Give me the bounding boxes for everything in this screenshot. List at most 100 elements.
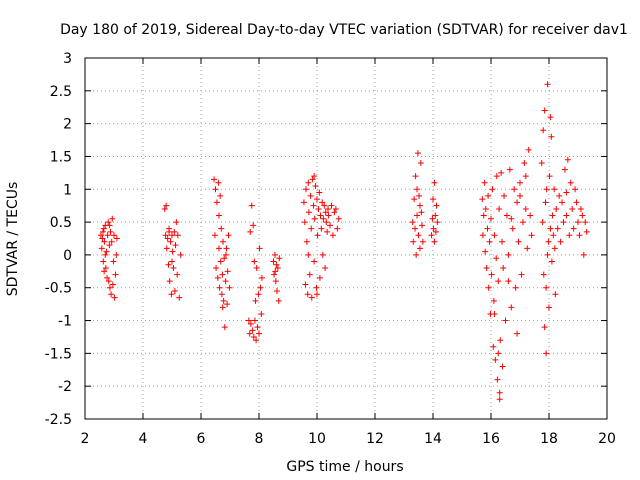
- data-point: [560, 219, 567, 226]
- data-point: [414, 212, 421, 219]
- data-point: [224, 268, 231, 275]
- data-point: [416, 202, 423, 209]
- data-point: [433, 202, 440, 209]
- data-point: [569, 205, 576, 212]
- data-point: [306, 271, 313, 278]
- x-tick-label: 10: [308, 431, 326, 447]
- data-point: [310, 202, 317, 209]
- data-point: [220, 297, 227, 304]
- data-point: [305, 179, 312, 186]
- data-point: [505, 251, 512, 258]
- data-point: [493, 255, 500, 262]
- data-point: [100, 225, 107, 232]
- data-point: [414, 186, 421, 193]
- data-point: [334, 225, 341, 232]
- data-point: [250, 333, 257, 340]
- data-point: [412, 225, 419, 232]
- data-point: [561, 166, 568, 173]
- data-point: [564, 156, 571, 163]
- data-point: [540, 127, 547, 134]
- x-tick-label: 14: [424, 431, 442, 447]
- data-point: [108, 238, 115, 245]
- data-point: [416, 192, 423, 199]
- data-point: [541, 324, 548, 331]
- data-point: [305, 209, 312, 216]
- data-point: [499, 363, 506, 370]
- data-point: [328, 202, 335, 209]
- data-point: [542, 199, 549, 206]
- data-point: [519, 219, 526, 226]
- data-point: [492, 356, 499, 363]
- data-point: [302, 281, 309, 288]
- data-point: [309, 176, 316, 183]
- data-point: [553, 205, 560, 212]
- data-point: [547, 114, 554, 121]
- data-point: [258, 310, 265, 317]
- data-point: [544, 251, 551, 258]
- data-point: [431, 179, 438, 186]
- data-point: [100, 258, 107, 265]
- data-point: [335, 215, 342, 222]
- data-point: [168, 291, 175, 298]
- data-point: [220, 238, 227, 245]
- data-point: [256, 245, 263, 252]
- data-point: [496, 396, 503, 403]
- data-point: [556, 192, 563, 199]
- data-point: [479, 232, 486, 239]
- data-point: [563, 189, 570, 196]
- data-point: [305, 251, 312, 258]
- data-point: [254, 324, 261, 331]
- data-point: [173, 219, 180, 226]
- data-point: [577, 205, 584, 212]
- data-point: [111, 232, 117, 239]
- data-point: [273, 288, 280, 295]
- data-points: [97, 81, 590, 403]
- plot-frame: [84, 57, 608, 420]
- data-point: [545, 238, 552, 245]
- data-point: [322, 209, 329, 216]
- data-point: [554, 225, 561, 232]
- data-point: [308, 294, 315, 301]
- data-point: [327, 222, 334, 229]
- data-point: [539, 219, 546, 226]
- data-point: [566, 232, 573, 239]
- data-point: [221, 255, 228, 262]
- data-point: [176, 294, 183, 301]
- data-point: [311, 258, 318, 265]
- data-point: [253, 265, 260, 272]
- data-point: [557, 238, 564, 245]
- y-tick-label: -1.5: [45, 346, 72, 362]
- y-tick-label: 2: [63, 117, 72, 133]
- data-point: [525, 146, 532, 153]
- data-point: [414, 150, 421, 157]
- data-point: [315, 205, 322, 212]
- data-point: [320, 215, 327, 222]
- data-point: [165, 261, 172, 268]
- data-point: [246, 330, 253, 337]
- data-point: [563, 212, 570, 219]
- data-point: [418, 222, 425, 229]
- data-point: [211, 176, 218, 183]
- data-point: [517, 192, 523, 199]
- data-point: [307, 192, 314, 199]
- data-point: [547, 225, 554, 232]
- chart-title: Day 180 of 2019, Sidereal Day-to-day VTE…: [60, 22, 628, 38]
- data-point: [169, 248, 176, 255]
- data-point: [431, 238, 438, 245]
- data-point: [567, 179, 574, 186]
- data-point: [251, 317, 258, 324]
- data-point: [213, 199, 220, 206]
- data-point: [505, 278, 512, 285]
- data-point: [110, 258, 117, 265]
- data-point: [488, 215, 494, 222]
- data-point: [551, 186, 558, 193]
- data-point: [161, 205, 168, 212]
- data-point: [216, 284, 223, 291]
- data-point: [428, 232, 435, 239]
- data-point: [572, 186, 579, 193]
- data-point: [496, 389, 503, 396]
- y-tick-label: 0: [63, 248, 72, 264]
- data-point: [272, 268, 279, 275]
- data-point: [215, 212, 222, 219]
- data-point: [211, 232, 218, 239]
